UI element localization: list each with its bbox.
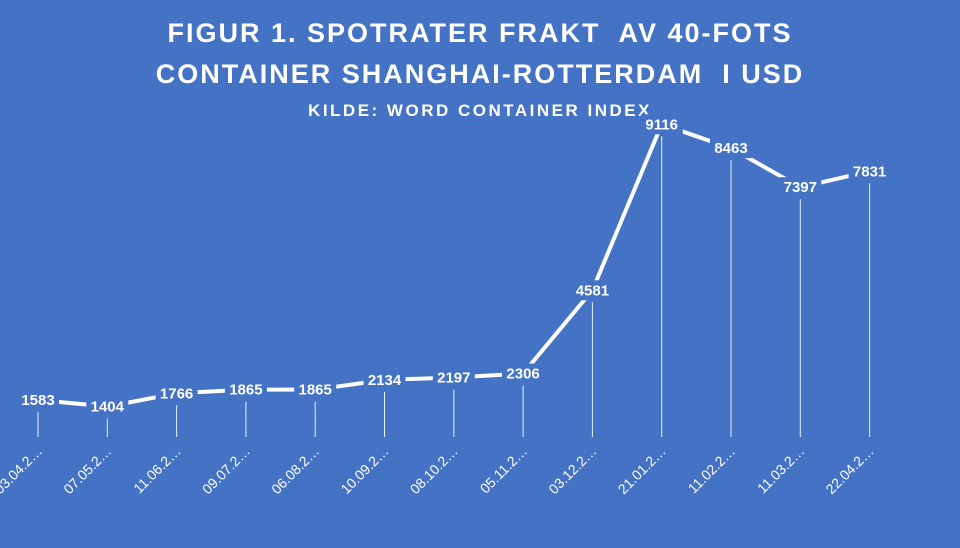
x-tick-label: 07.05.2… (60, 443, 114, 497)
x-tick-label: 10.09.2… (337, 443, 391, 497)
x-tick-label: 03.04.2… (0, 443, 45, 497)
x-tick-label: 03.12.2… (545, 443, 599, 497)
chart-title-line-1: FIGUR 1. SPOTRATER FRAKT AV 40-FOTS (167, 18, 793, 48)
data-label-bg (571, 280, 614, 301)
data-label-bg (779, 177, 822, 198)
x-tick-label: 09.07.2… (199, 443, 253, 497)
data-label-bg (848, 161, 891, 182)
data-label: 1865 (229, 382, 262, 399)
x-tick-label: 11.02.2… (685, 443, 739, 497)
data-label-bg (502, 363, 545, 384)
x-tick-label: 06.08.2… (268, 443, 322, 497)
data-label-bg (17, 390, 59, 410)
x-tick-label: 08.10.2… (407, 443, 461, 497)
data-label-bg (224, 379, 267, 400)
chart-title-line-2: CONTAINER SHANGHAI-ROTTERDAM I USD (155, 59, 805, 89)
data-label: 1583 (21, 392, 54, 409)
data-label-bg (155, 383, 198, 404)
x-tick-label: 11.03.2… (754, 443, 808, 497)
x-tick-label: 05.11.2… (477, 443, 531, 497)
data-label: 1404 (91, 399, 125, 416)
data-label: 8463 (714, 140, 747, 157)
data-label-bg (363, 369, 406, 390)
data-label-bg (640, 114, 683, 135)
data-label-bg (710, 138, 752, 159)
data-label: 2134 (368, 372, 402, 389)
series-line (37, 122, 871, 409)
data-label-bg (432, 367, 475, 388)
data-label-bg (294, 379, 337, 400)
data-label: 1865 (299, 382, 332, 399)
data-label: 9116 (645, 116, 678, 133)
data-label: 7397 (784, 179, 817, 196)
data-label: 2306 (506, 366, 539, 383)
data-label: 1766 (160, 385, 193, 402)
data-label: 4581 (576, 282, 609, 299)
data-label: 7831 (853, 163, 886, 180)
x-tick-label: 11.06.2… (130, 443, 184, 497)
x-tick-label: 22.04.2… (822, 443, 876, 497)
data-label: 2197 (437, 370, 470, 387)
chart-subtitle: KILDE: WORD CONTAINER INDEX (308, 101, 652, 120)
data-label-bg (86, 396, 129, 417)
x-tick-label: 21.01.2… (615, 443, 669, 497)
